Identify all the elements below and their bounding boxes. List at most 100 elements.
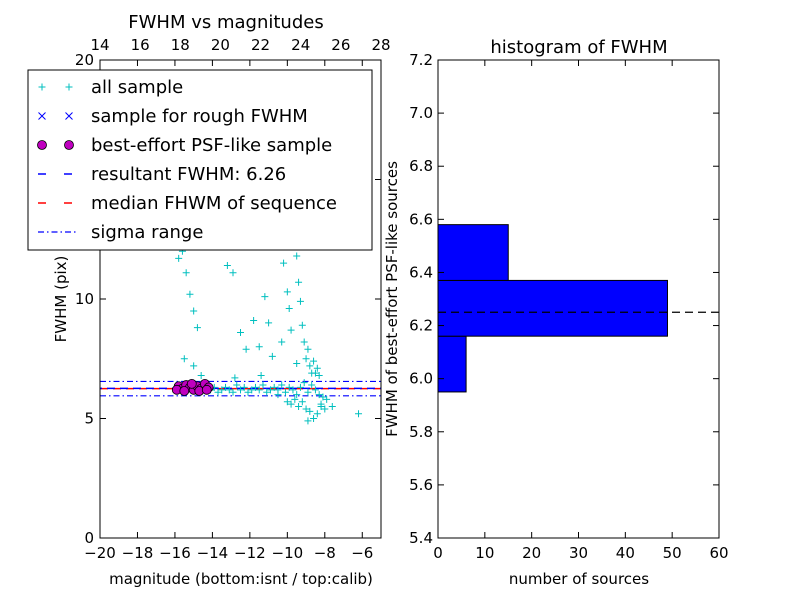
all-sample-point [306, 362, 314, 370]
all-sample-point [225, 386, 233, 394]
legend-marker-x [38, 112, 46, 120]
all-sample-point [293, 252, 301, 260]
all-sample-point [306, 407, 314, 415]
all-sample-point [319, 393, 327, 401]
scatter-frame [99, 59, 382, 539]
legend-entry-sigma-range: sigma range [91, 222, 203, 243]
all-sample-point [259, 381, 267, 389]
all-sample-point [313, 410, 321, 418]
all-sample-point [311, 369, 319, 377]
all-sample-point [255, 343, 263, 351]
histogram-y-axis-label: FWHM of best-effort PSF-like sources [383, 161, 401, 437]
all-sample-point [300, 338, 308, 346]
y-tick-label: 7.2 [409, 51, 433, 69]
all-sample-point [280, 259, 288, 267]
legend-entry-all-sample: all sample [91, 77, 183, 98]
all-sample-point [278, 381, 286, 389]
all-sample-point [321, 405, 329, 413]
all-sample-point [274, 391, 282, 399]
all-sample-point [278, 338, 286, 346]
all-sample-point [296, 383, 304, 391]
all-sample-point [244, 388, 252, 396]
scatter-title: FWHM vs magnitudes [128, 12, 323, 33]
legend-entry-best-effort-sample: best-effort PSF-like sample [91, 135, 332, 156]
best-effort-point [179, 386, 190, 396]
all-sample-point [270, 383, 278, 391]
all-sample-point [255, 386, 263, 394]
x-tick-label: −6 [351, 544, 373, 562]
all-sample-point [296, 297, 304, 305]
legend-marker-plus [38, 83, 46, 91]
all-sample-point [304, 345, 312, 353]
all-sample-point [323, 395, 331, 403]
all-sample-point [300, 379, 308, 387]
all-sample-point [233, 381, 241, 389]
histogram-plot: histogram of FWHM 0 10 20 30 40 50 60 5.4 5.6 5.8… [383, 37, 729, 588]
top-x-tick-label: 28 [371, 36, 390, 54]
all-sample-point [223, 262, 231, 270]
histogram-frame [437, 59, 720, 539]
all-sample-point [242, 345, 250, 353]
all-sample-point [218, 386, 226, 394]
scatter-x-axis-label: magnitude (bottom:isnt / top:calib) [109, 570, 373, 588]
legend-marker-x [65, 112, 73, 120]
all-sample-point [302, 355, 310, 363]
best-effort-point [201, 384, 212, 395]
all-sample-point [261, 293, 269, 301]
all-sample-point [308, 381, 316, 389]
histogram-bar [437, 224, 509, 281]
histogram-bar [437, 279, 668, 337]
all-sample-point [283, 288, 291, 296]
all-sample-point [315, 391, 323, 399]
all-sample-point [328, 403, 336, 411]
x-tick-label: −20 [84, 544, 116, 562]
histogram-bar [437, 335, 467, 393]
y-tick-label: 5.6 [409, 476, 433, 494]
x-tick-label: −8 [314, 544, 336, 562]
all-sample-point [214, 388, 222, 396]
all-sample-point [222, 383, 230, 391]
all-sample-point [248, 386, 256, 394]
all-sample-point [231, 374, 239, 382]
all-sample-point [302, 405, 310, 413]
scatter-ticks: −20 −18 −16 −14 −12 −10 −8 −6 14 16 18 20 22 24 26 28 0 5… [75, 36, 391, 562]
legend: all sample sample for rough FWHM best-ef… [27, 69, 373, 251]
all-sample-point [289, 386, 297, 394]
x-tick-label: −16 [159, 544, 191, 562]
legend-marker-circle [64, 140, 74, 150]
all-sample-point [251, 383, 259, 391]
all-sample-point [315, 371, 323, 379]
all-sample-point [175, 254, 183, 262]
x-tick-label: 10 [475, 544, 494, 562]
all-sample-point [295, 403, 303, 411]
x-tick-label: 60 [709, 544, 728, 562]
all-sample-point [266, 386, 274, 394]
x-tick-label: −18 [122, 544, 154, 562]
all-sample-point [182, 269, 190, 277]
all-sample-point [287, 326, 295, 334]
x-tick-label: 40 [616, 544, 635, 562]
all-sample-point [193, 324, 201, 332]
all-sample-point [293, 391, 301, 399]
x-tick-label: −12 [234, 544, 266, 562]
y-tick-label: 6.6 [409, 210, 433, 228]
x-tick-label: −14 [197, 544, 229, 562]
all-sample-point [287, 400, 295, 408]
all-sample-point [190, 307, 198, 315]
all-sample-point [268, 352, 276, 360]
y-tick-label: 6.0 [409, 370, 433, 388]
all-sample-point [291, 395, 299, 403]
x-tick-label: 20 [522, 544, 541, 562]
all-sample-point [190, 362, 198, 370]
top-x-tick-label: 20 [211, 36, 230, 54]
y-tick-label: 5.8 [409, 423, 433, 441]
best-effort-point [186, 378, 197, 389]
all-sample-point [298, 398, 306, 406]
y-tick-label: 20 [75, 51, 94, 69]
top-x-tick-label: 18 [171, 36, 190, 54]
y-tick-label: 6.2 [409, 317, 433, 335]
all-sample-point [229, 388, 237, 396]
all-sample-point [317, 400, 325, 408]
x-tick-label: 0 [433, 544, 443, 562]
all-sample-point [250, 317, 258, 325]
